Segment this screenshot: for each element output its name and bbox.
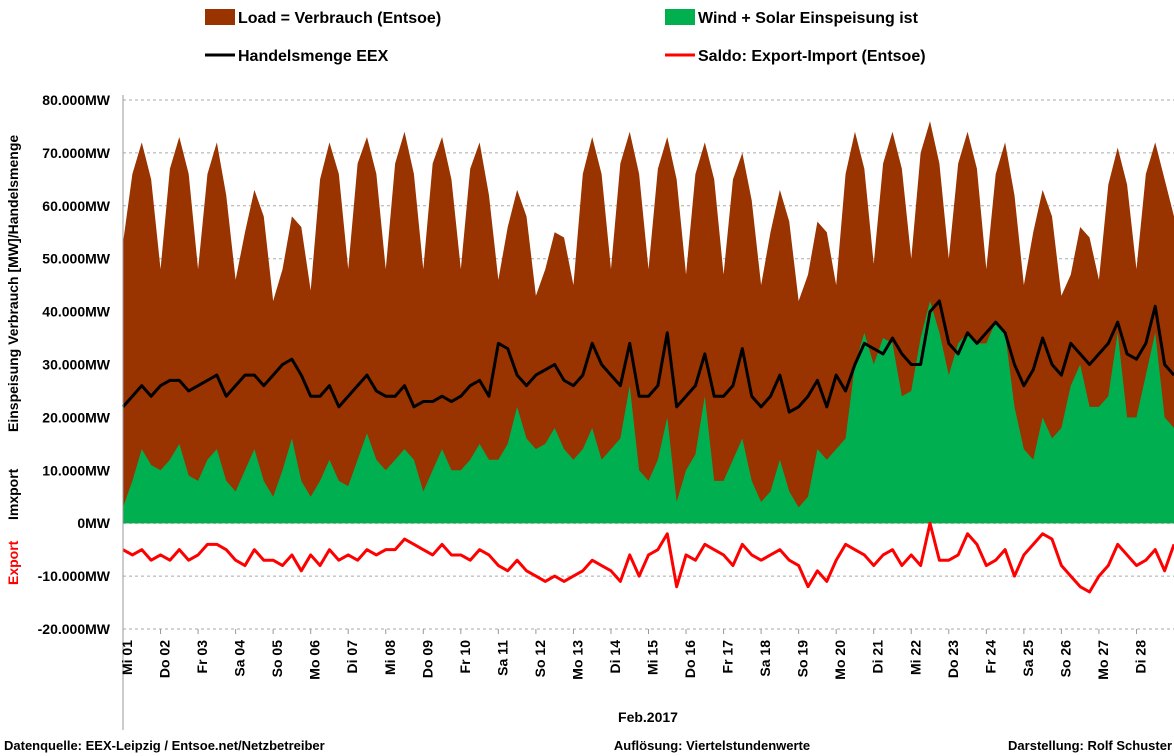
x-tick-label: Mi 15 bbox=[645, 640, 661, 675]
y-tick-label: 30.000MW bbox=[42, 357, 110, 373]
x-tick-label: So 05 bbox=[269, 640, 285, 678]
x-tick-label: Mo 13 bbox=[569, 640, 585, 680]
y-tick-label: 50.000MW bbox=[42, 251, 110, 267]
x-tick-label: Mi 08 bbox=[382, 640, 398, 675]
y-tick-label: 20.000MW bbox=[42, 409, 110, 425]
x-tick-label: Do 16 bbox=[682, 640, 698, 678]
y-tick-label: 70.000MW bbox=[42, 145, 110, 161]
x-axis-title: Feb.2017 bbox=[618, 709, 678, 725]
x-tick-label: Di 14 bbox=[607, 640, 623, 674]
x-tick-label: Do 02 bbox=[157, 640, 173, 678]
x-tick-label: So 19 bbox=[795, 640, 811, 678]
y-tick-label: 10.000MW bbox=[42, 462, 110, 478]
x-tick-label: Mi 01 bbox=[119, 640, 135, 675]
x-tick-label: Sa 18 bbox=[757, 640, 773, 677]
area bbox=[123, 301, 1174, 524]
x-tick-label: Mo 06 bbox=[307, 640, 323, 680]
y-tick-label: 60.000MW bbox=[42, 198, 110, 214]
legend-label: Saldo: Export-Import (Entsoe) bbox=[698, 48, 926, 65]
legend-label: Wind + Solar Einspeisung ist bbox=[698, 10, 919, 27]
x-tick-label: Di 21 bbox=[870, 640, 886, 674]
y-axis-title: Einspeisung Verbrauch [MW]/Handelsmenge bbox=[5, 135, 21, 432]
x-tick-label: Sa 11 bbox=[494, 640, 510, 676]
y-tick-label: 80.000MW bbox=[42, 92, 110, 108]
footer: Auflösung: Viertelstundenwerte bbox=[614, 738, 810, 753]
footer: Darstellung: Rolf Schuster bbox=[1008, 738, 1172, 753]
x-tick-label: Mo 20 bbox=[832, 640, 848, 680]
y-axis-title: Imxport bbox=[5, 468, 21, 520]
y-tick-label: -10.000MW bbox=[38, 568, 111, 584]
x-tick-label: Sa 25 bbox=[1020, 640, 1036, 677]
line bbox=[121, 299, 1174, 414]
x-tick-label: Mo 27 bbox=[1095, 640, 1111, 680]
footer: Datenquelle: EEX-Leipzig / Entsoe.net/Ne… bbox=[4, 738, 325, 753]
x-tick-label: Fr 24 bbox=[982, 640, 998, 674]
x-tick-label: Mi 22 bbox=[907, 640, 923, 675]
x-tick-label: Do 23 bbox=[945, 640, 961, 678]
x-tick-label: Di 28 bbox=[1132, 640, 1148, 674]
x-tick-label: Do 09 bbox=[419, 640, 435, 678]
x-tick-label: Fr 03 bbox=[194, 640, 210, 674]
legend-swatch bbox=[205, 9, 235, 25]
legend-label: Handelsmenge EEX bbox=[238, 48, 389, 65]
x-tick-label: Sa 04 bbox=[232, 640, 248, 677]
line bbox=[122, 521, 1174, 594]
y-tick-label: -20.000MW bbox=[38, 621, 111, 637]
x-tick-label: So 26 bbox=[1057, 640, 1073, 678]
y-tick-label: 40.000MW bbox=[42, 304, 110, 320]
y-axis-title: Export bbox=[5, 540, 21, 585]
legend-swatch bbox=[665, 9, 695, 25]
x-tick-label: Di 07 bbox=[344, 640, 360, 674]
y-tick-label: 0MW bbox=[77, 515, 110, 531]
x-tick-label: Fr 10 bbox=[457, 640, 473, 674]
x-tick-label: Fr 17 bbox=[720, 640, 736, 674]
x-tick-label: So 12 bbox=[532, 640, 548, 678]
legend-label: Load = Verbrauch (Entsoe) bbox=[238, 10, 441, 27]
